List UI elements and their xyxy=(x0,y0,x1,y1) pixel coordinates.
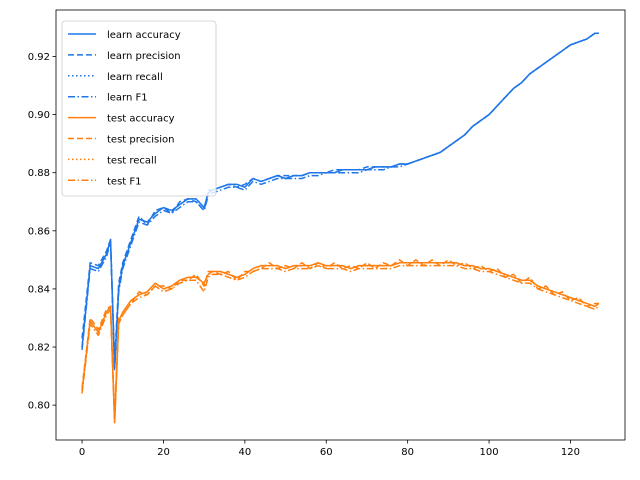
y-tick-label: 0.90 xyxy=(28,110,50,121)
x-tick-label: 120 xyxy=(561,447,580,458)
series-line-learn-recall xyxy=(81,32,599,369)
plot-lines xyxy=(81,32,600,424)
series-line-learn-f1 xyxy=(81,32,599,372)
series-line-test-precision xyxy=(81,259,599,418)
legend-label: test F1 xyxy=(107,176,142,187)
legend-label: test accuracy xyxy=(107,114,175,125)
y-tick-label: 0.92 xyxy=(28,52,50,63)
legend-label: learn F1 xyxy=(107,93,148,104)
y-tick-label: 0.82 xyxy=(28,343,50,354)
x-axis: 0 20 40 60 80 100 120 xyxy=(79,440,580,458)
x-tick-label: 0 xyxy=(79,447,85,458)
y-axis: 0.80 0.82 0.84 0.86 0.88 0.90 0.92 xyxy=(28,52,56,412)
legend-label: learn recall xyxy=(107,72,163,83)
x-tick-label: 80 xyxy=(401,447,414,458)
legend: learn accuracy learn precision learn recal… xyxy=(61,20,217,197)
legend-label: test recall xyxy=(107,155,157,166)
legend-label: learn precision xyxy=(107,51,181,62)
y-tick-label: 0.80 xyxy=(28,401,50,412)
y-tick-label: 0.84 xyxy=(28,284,50,295)
x-tick-label: 20 xyxy=(157,447,170,458)
x-tick-label: 40 xyxy=(238,447,251,458)
plot-frame xyxy=(55,9,626,441)
series-line-test-f1 xyxy=(81,264,600,424)
y-tick-label: 0.86 xyxy=(28,226,50,237)
x-tick-label: 60 xyxy=(320,447,333,458)
legend-label: test precision xyxy=(107,135,175,146)
y-tick-label: 0.88 xyxy=(28,168,50,179)
x-tick-label: 100 xyxy=(480,447,499,458)
legend-label: learn accuracy xyxy=(107,30,181,41)
legend-box xyxy=(61,20,217,197)
